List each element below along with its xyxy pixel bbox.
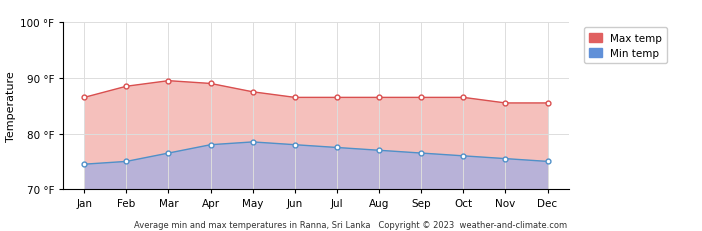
Text: Average min and max temperatures in Ranna, Sri Lanka   Copyright © 2023  weather: Average min and max temperatures in Rann… — [135, 220, 567, 229]
Legend: Max temp, Min temp: Max temp, Min temp — [584, 28, 667, 64]
Y-axis label: Temperature: Temperature — [6, 71, 16, 141]
